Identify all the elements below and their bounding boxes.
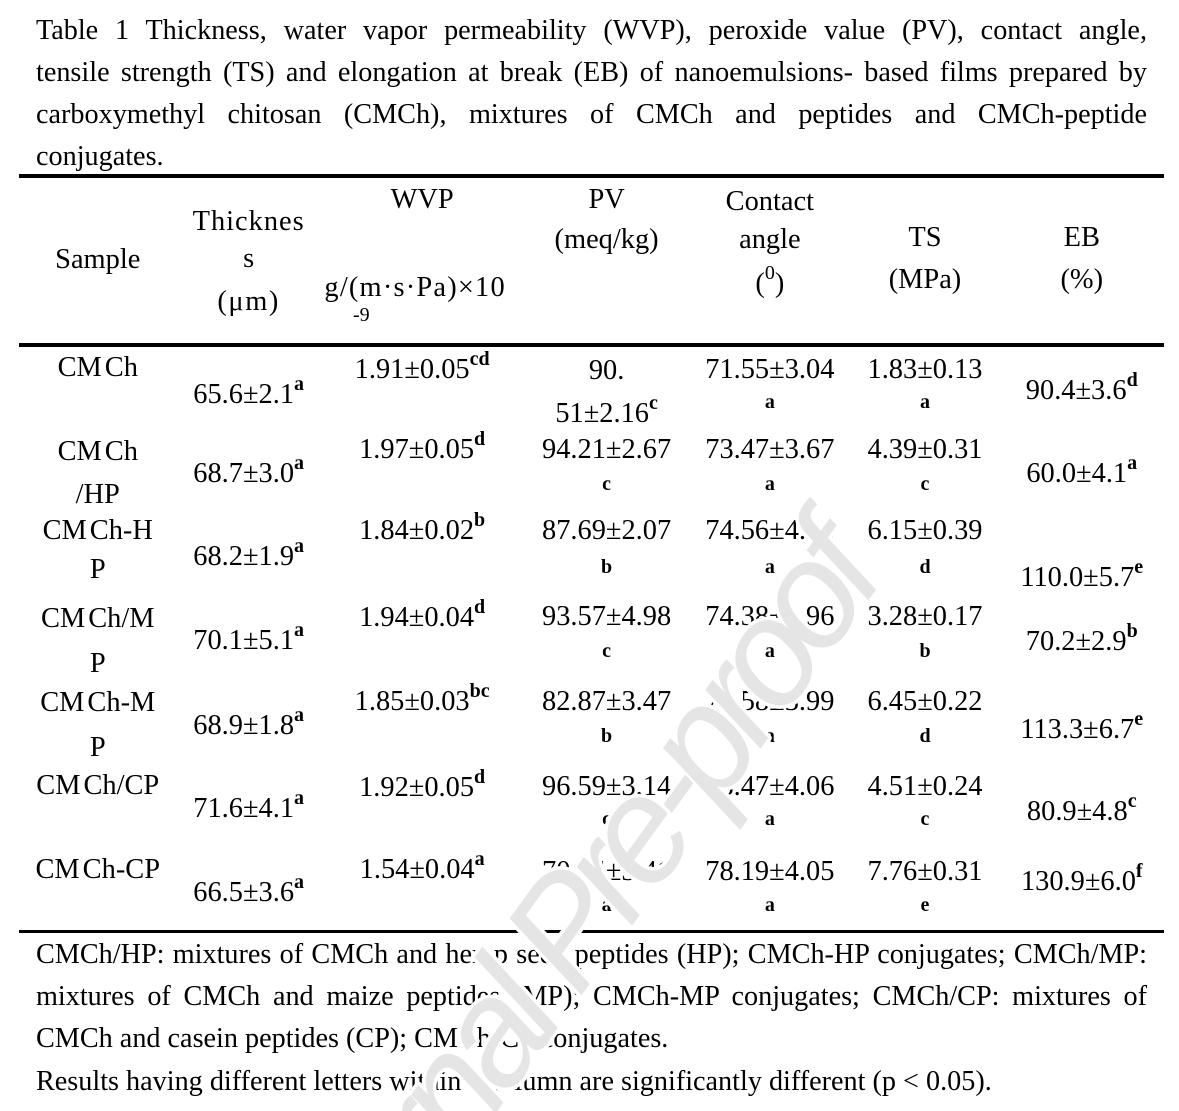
svg-text:Journal Pre-proof: Journal Pre-proof: [211, 480, 924, 1111]
